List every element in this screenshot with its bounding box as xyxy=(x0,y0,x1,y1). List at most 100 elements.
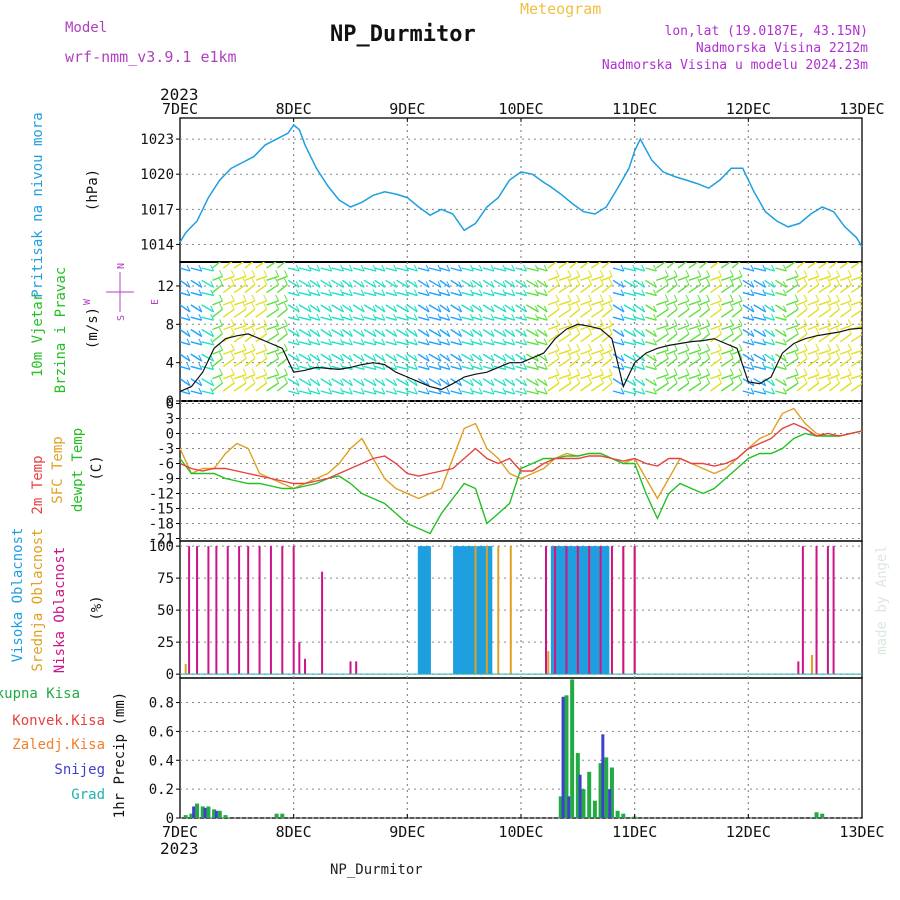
wind-barb xyxy=(666,262,676,269)
wind-barb-flag xyxy=(859,376,862,382)
wind-barb xyxy=(266,284,279,294)
cloud-bar xyxy=(486,546,491,675)
wind-barb-flag xyxy=(685,327,690,335)
wind-barb xyxy=(850,300,862,306)
wind-barb xyxy=(742,341,755,346)
wind-barb xyxy=(439,316,451,321)
wind-barb xyxy=(331,353,344,362)
wind-barb-flag xyxy=(446,354,451,362)
wind-barb xyxy=(840,324,852,331)
wind-barb-flag xyxy=(458,305,463,313)
wind-barb-flag xyxy=(186,305,191,313)
wind-barb-flag xyxy=(360,305,365,313)
cloud-bar xyxy=(421,546,426,675)
wind-barb-flag xyxy=(738,352,743,359)
wind-barb xyxy=(363,378,377,387)
wind-barb xyxy=(233,324,247,331)
wind-barb-flag xyxy=(458,363,463,370)
wind-barb-flag xyxy=(307,281,312,288)
wind-barb-flag xyxy=(673,343,678,351)
wind-barb xyxy=(558,284,572,294)
wind-barb-flag xyxy=(372,330,377,337)
wind-barb xyxy=(807,284,820,294)
wind-barb xyxy=(277,374,288,380)
wind-barb-flag xyxy=(685,376,690,384)
wind-barb xyxy=(731,284,743,294)
wind-barb-flag xyxy=(511,338,516,346)
wind-barb xyxy=(839,357,852,367)
x-tick-top: 7DEC xyxy=(162,100,198,118)
wind-barb-flag xyxy=(283,302,288,310)
wind-barb xyxy=(742,279,755,288)
wind-barb-flag xyxy=(869,279,872,285)
wind-barb-flag xyxy=(632,379,637,386)
wind-barb-flag xyxy=(750,387,755,395)
wind-barb xyxy=(212,357,223,367)
wind-barb xyxy=(710,374,722,380)
cloud-bar xyxy=(488,546,493,675)
wind-barb xyxy=(569,333,581,343)
wind-barb xyxy=(450,328,463,338)
wind-barb-flag xyxy=(848,254,851,260)
precip-total-bar xyxy=(820,813,825,818)
wind-barb xyxy=(255,333,268,343)
model-value: wrf-nmm_v3.9.1 e1km xyxy=(65,48,237,66)
wind-barb xyxy=(645,390,657,395)
wind-barb-flag xyxy=(673,302,678,310)
wind-barb xyxy=(829,262,839,269)
wind-barb-flag xyxy=(511,281,516,288)
cloud-bar xyxy=(417,546,422,675)
wind-barb-flag xyxy=(859,302,862,308)
wind-barb-flag xyxy=(511,313,516,321)
precip-total-bar xyxy=(575,753,580,818)
wind-barb xyxy=(677,284,690,294)
wind-barb-flag xyxy=(251,368,256,375)
wind-barb xyxy=(450,365,462,371)
wind-barb xyxy=(753,267,766,272)
cloud-bar xyxy=(355,661,358,675)
wind-barb-flag xyxy=(381,338,386,346)
wind-barb xyxy=(212,324,223,331)
wind-barb xyxy=(850,382,862,392)
wind-barb xyxy=(461,316,474,321)
wind-barb-flag xyxy=(729,278,734,285)
wind-barb xyxy=(710,382,722,392)
wind-barb-flag xyxy=(275,278,280,285)
wind-barb xyxy=(558,357,572,367)
wind-barb xyxy=(861,340,862,342)
wind-barb-flag xyxy=(251,302,256,310)
cloud-bar xyxy=(797,661,800,675)
wind-barb-flag xyxy=(762,289,767,296)
cloud-unit: (%) xyxy=(89,595,105,620)
wind-barb xyxy=(385,316,397,321)
wind-barb xyxy=(645,291,657,297)
precip-legend-snow: Snijeg xyxy=(54,762,105,778)
wind-barb xyxy=(439,328,451,338)
y-tick-label: 1023 xyxy=(140,132,174,148)
wind-barb xyxy=(677,349,690,355)
wind-barb xyxy=(417,316,430,321)
wind-barb xyxy=(829,284,840,294)
wind-barb xyxy=(396,316,409,321)
wind-barb-flag xyxy=(381,330,386,337)
wind-barb xyxy=(504,390,515,395)
wind-barb-flag xyxy=(405,305,409,313)
wind-barb xyxy=(786,324,799,331)
wind-barb-flag xyxy=(316,264,321,272)
wind-barb xyxy=(688,300,702,306)
cloud-bar xyxy=(565,546,568,675)
wind-barb xyxy=(363,341,377,346)
wind-barb xyxy=(341,279,353,288)
cloud-bar xyxy=(622,546,625,675)
wind-barb-flag xyxy=(555,327,560,335)
wind-barb-flag xyxy=(782,330,787,337)
wind-barb xyxy=(352,328,365,338)
wind-barb-flag xyxy=(632,338,637,346)
wind-barb xyxy=(677,308,690,318)
wind-barb xyxy=(417,328,430,338)
wind-barb-flag xyxy=(632,330,637,337)
wind-barb xyxy=(493,365,507,371)
cloud-bar xyxy=(545,546,548,675)
wind-barb-flag xyxy=(685,368,690,375)
wind-barb-flag xyxy=(437,281,442,288)
